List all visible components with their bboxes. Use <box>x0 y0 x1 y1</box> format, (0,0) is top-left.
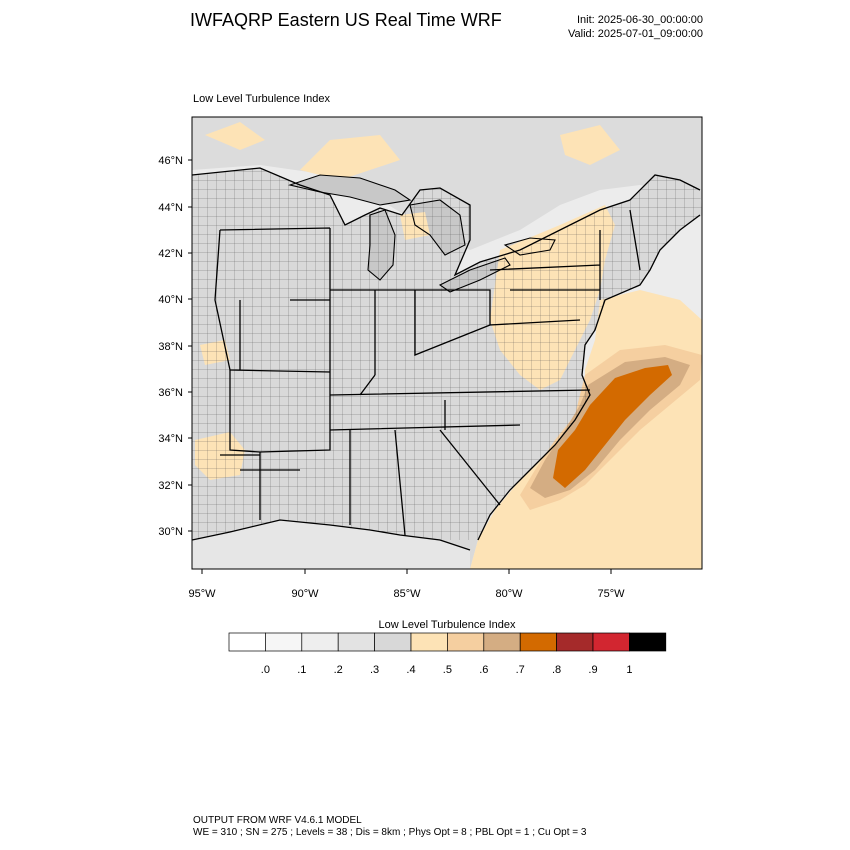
colorbar-box <box>519 632 557 652</box>
county-lines <box>192 168 702 540</box>
tan-patch <box>560 125 620 165</box>
lon-label: 95°W <box>188 588 216 600</box>
colorbar-box <box>629 632 667 652</box>
colorbar-box <box>337 632 375 652</box>
lat-label: 34°N <box>158 433 183 445</box>
map-subtitle: Low Level Turbulence Index <box>193 93 330 105</box>
colorbar-label: .7 <box>516 664 525 676</box>
colorbar-label: .1 <box>297 664 306 676</box>
colorbar-box <box>410 632 448 652</box>
colorbar-box <box>228 632 266 652</box>
colorbar-label: .3 <box>370 664 379 676</box>
model-line: OUTPUT FROM WRF V4.6.1 MODEL <box>193 815 362 826</box>
colorbar-box <box>301 632 339 652</box>
footer: OUTPUT FROM WRF V4.6.1 MODEL WE = 310 ; … <box>193 815 586 839</box>
colorbar-box <box>447 632 485 652</box>
lon-label: 80°W <box>495 588 523 600</box>
state-borders <box>192 167 701 551</box>
colorbar-labels: .0 .1 .2 .3 .4 .5 .6 .7 .8 .9 1 <box>261 664 633 676</box>
tan-patch <box>300 135 400 180</box>
colorbar-label: .6 <box>479 664 488 676</box>
init-time: Init: 2025-06-30_00:00:00 <box>577 14 703 26</box>
lat-label: 42°N <box>158 248 183 260</box>
lon-axis: 95°W 90°W 85°W 80°W 75°W <box>188 569 625 600</box>
map-frame <box>191 116 703 570</box>
lat-label: 32°N <box>158 480 183 492</box>
lat-label: 40°N <box>158 294 183 306</box>
colorbar-label: .4 <box>406 664 415 676</box>
lat-label: 30°N <box>158 526 183 538</box>
colorbar-box <box>592 632 630 652</box>
colorbar-label: .8 <box>552 664 561 676</box>
lat-label: 46°N <box>158 155 183 167</box>
atlantic-orange-core <box>553 365 672 488</box>
lon-label: 75°W <box>597 588 625 600</box>
colorbar-label: .2 <box>334 664 343 676</box>
plot-title: IWFAQRP Eastern US Real Time WRF <box>190 10 502 30</box>
gulf-of-mexico <box>192 520 470 569</box>
lake-outlines <box>287 174 556 293</box>
colorbar-label: 1 <box>626 664 632 676</box>
colorbar-label: .5 <box>443 664 452 676</box>
tan-patch <box>205 122 265 150</box>
lake-superior <box>290 175 410 205</box>
lat-label: 38°N <box>158 341 183 353</box>
config-line: WE = 310 ; SN = 275 ; Levels = 38 ; Dis … <box>193 827 587 838</box>
colorbar-box <box>483 632 521 652</box>
lon-label: 85°W <box>393 588 421 600</box>
colorbar-box <box>265 632 303 652</box>
lon-label: 90°W <box>291 588 319 600</box>
colorbar-label: .0 <box>261 664 270 676</box>
lat-label: 36°N <box>158 387 183 399</box>
valid-time: Valid: 2025-07-01_09:00:00 <box>568 28 703 40</box>
colorbar-label: .9 <box>588 664 597 676</box>
lat-label: 44°N <box>158 202 183 214</box>
valid-times: Init: 2025-06-30_00:00:00 Valid: 2025-07… <box>568 13 703 41</box>
colorbar-boxes <box>228 632 667 652</box>
colorbar-box <box>374 632 412 652</box>
map-area <box>192 117 702 569</box>
colorbar-title: Low Level Turbulence Index <box>379 619 516 631</box>
lat-axis: 46°N 44°N 42°N 40°N 38°N 36°N 34°N 32°N … <box>158 155 192 538</box>
colorbar: Low Level Turbulence Index .0 .1 .2 .3 .4 .5.… <box>228 619 667 676</box>
colorbar-box <box>556 632 594 652</box>
